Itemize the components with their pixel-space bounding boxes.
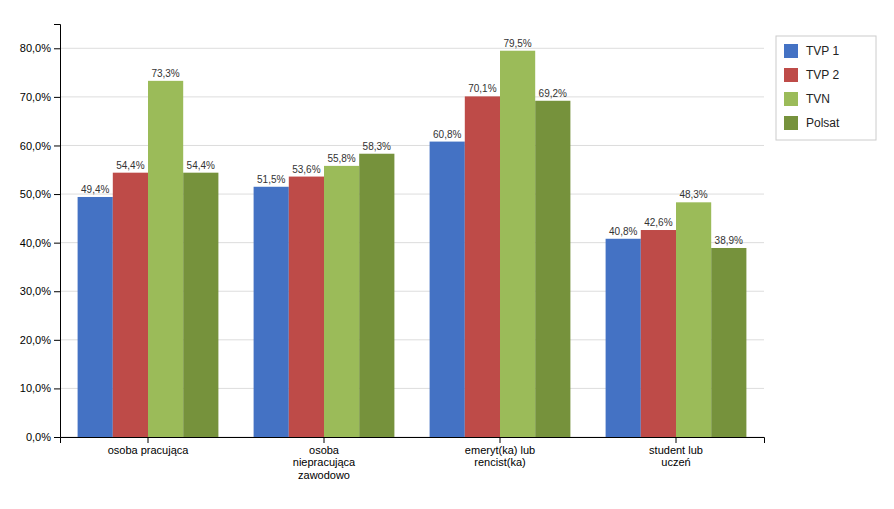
x-tick-mark <box>676 437 677 443</box>
x-tick-mark <box>148 437 149 443</box>
series <box>148 51 711 437</box>
chart: 0,0% 10,0% 20,0% 30,0% 40,0% 50,0% 60,0% 70,0% 8… <box>0 0 894 509</box>
data-label: 48,3% <box>679 189 707 200</box>
y-tick-mark <box>54 437 60 438</box>
y-tick: 10,0% <box>20 382 60 394</box>
series <box>183 101 746 437</box>
data-labels: 49,4% 51,5% 60,8% 40,8% 54,4% 53,6% 70,1% 42,6%… <box>81 38 743 246</box>
bar <box>148 81 183 437</box>
bar <box>359 154 394 437</box>
x-tick-label: osobaniepracującazawodowo <box>293 444 356 481</box>
data-label: 73,3% <box>151 68 179 79</box>
y-tick-label: 60,0% <box>20 139 51 151</box>
y-tick: 50,0% <box>20 188 60 200</box>
data-label: 42,6% <box>644 217 672 228</box>
bar <box>641 230 676 437</box>
legend-item: TVN <box>784 92 830 106</box>
legend-item: TVP 2 <box>784 68 839 82</box>
data-label: 40,8% <box>609 226 637 237</box>
bars <box>78 51 747 437</box>
y-tick-label: 0,0% <box>26 431 51 443</box>
y-tick-mark <box>54 291 60 292</box>
y-tick-mark <box>54 243 60 244</box>
bar <box>78 197 113 437</box>
data-label: 60,8% <box>433 129 461 140</box>
data-label: 51,5% <box>257 174 285 185</box>
y-tick-label: 30,0% <box>20 285 51 297</box>
bar <box>535 101 570 437</box>
legend-swatch <box>784 92 798 106</box>
legend-swatch <box>784 68 798 82</box>
data-label: 58,3% <box>363 141 391 152</box>
y-tick-label: 70,0% <box>20 91 51 103</box>
y-tick-label: 40,0% <box>20 237 51 249</box>
grid-line <box>60 48 764 49</box>
bar <box>183 173 218 437</box>
series <box>113 96 676 437</box>
y-tick: 40,0% <box>20 237 60 249</box>
y-tick-label: 10,0% <box>20 382 51 394</box>
bar <box>254 187 289 437</box>
grid <box>60 48 764 437</box>
x-tick: emeryt(ka) lubrencist(ka) <box>465 437 535 468</box>
y-tick: 20,0% <box>20 334 60 346</box>
y-tick-mark <box>54 48 60 49</box>
legend-label: Polsat <box>806 116 840 130</box>
x-tick: student lubuczeń <box>649 437 703 468</box>
x-tick-label: emeryt(ka) lubrencist(ka) <box>465 444 535 469</box>
bar <box>676 202 711 437</box>
data-label: 38,9% <box>715 235 743 246</box>
x-tick-label: student lubuczeń <box>649 444 703 469</box>
bar <box>606 239 641 437</box>
data-label: 54,4% <box>187 160 215 171</box>
y-tick-mark <box>54 97 60 98</box>
y-tick: 60,0% <box>20 139 60 151</box>
x-axis: osoba pracująca osobaniepracującazawodowo… <box>61 437 765 481</box>
data-label: 70,1% <box>468 83 496 94</box>
legend-frame <box>776 36 876 140</box>
legend-label: TVP 1 <box>806 44 839 58</box>
data-label: 69,2% <box>539 88 567 99</box>
y-axis-line <box>54 25 61 438</box>
y-tick-label: 20,0% <box>20 334 51 346</box>
x-tick-label: osoba pracująca <box>108 444 190 456</box>
legend: TVP 1 TVP 2 TVN Polsat <box>776 36 876 140</box>
legend-item: Polsat <box>784 116 840 130</box>
legend-swatch <box>784 44 798 58</box>
x-tick: osoba pracująca <box>108 437 190 456</box>
data-label: 79,5% <box>503 38 531 49</box>
data-label: 54,4% <box>116 160 144 171</box>
legend-swatch <box>784 116 798 130</box>
bar <box>711 248 746 437</box>
bar <box>113 173 148 437</box>
bar <box>289 177 324 437</box>
bar <box>500 51 535 437</box>
y-tick-mark <box>54 340 60 341</box>
y-tick: 80,0% <box>20 42 60 54</box>
data-label: 55,8% <box>327 153 355 164</box>
y-tick: 0,0% <box>26 431 60 443</box>
x-tick-mark <box>324 437 325 443</box>
legend-item: TVP 1 <box>784 44 839 58</box>
plot: 0,0% 10,0% 20,0% 30,0% 40,0% 50,0% 60,0% 70,0% 8… <box>20 25 765 482</box>
bar <box>324 166 359 437</box>
y-tick-mark <box>54 145 60 146</box>
y-axis: 0,0% 10,0% 20,0% 30,0% 40,0% 50,0% 60,0% 70,0% 8… <box>20 25 61 444</box>
y-tick: 70,0% <box>20 91 60 103</box>
y-tick-label: 50,0% <box>20 188 51 200</box>
bar <box>465 96 500 437</box>
bar <box>430 142 465 437</box>
y-tick-mark <box>54 388 60 389</box>
data-label: 49,4% <box>81 184 109 195</box>
y-tick-label: 80,0% <box>20 42 51 54</box>
x-tick: osobaniepracującazawodowo <box>293 437 356 481</box>
y-tick: 30,0% <box>20 285 60 297</box>
data-label: 53,6% <box>292 164 320 175</box>
y-tick-mark <box>54 194 60 195</box>
x-axis-line <box>61 438 765 444</box>
legend-label: TVP 2 <box>806 68 839 82</box>
x-tick-mark <box>500 437 501 443</box>
legend-label: TVN <box>806 92 830 106</box>
